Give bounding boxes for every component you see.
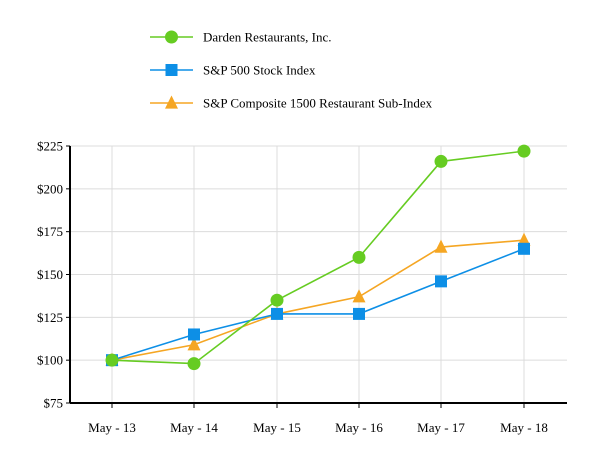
legend-label: S&P 500 Stock Index [203,63,316,78]
series-0 [105,144,531,371]
legend-marker [165,64,178,76]
y-tick-label: $225 [37,139,63,154]
data-point [105,353,119,367]
x-tick-label: May - 14 [170,420,218,435]
series-line [111,239,525,361]
axes: $75 $100 $125 $150 $175 $200 $225 May - 13 May -… [37,139,567,435]
data-point [434,239,448,253]
y-tick-label: $100 [37,353,63,368]
data-point [187,357,201,371]
data-point [435,275,447,288]
x-tick-label: May - 13 [88,420,136,435]
y-tick-label: $200 [37,181,63,196]
legend: Darden Restaurants, Inc. S&P 500 Stock In… [150,30,433,111]
data-point [352,250,366,264]
data-point [187,337,201,351]
y-tick-label: $125 [37,310,63,325]
y-tick-label: $175 [37,224,63,239]
x-tick-label: May - 15 [253,420,301,435]
data-point [188,328,200,341]
x-tick-label: May - 16 [335,420,383,435]
series-layer [105,144,531,371]
data-point [517,232,531,246]
legend-marker [165,95,178,109]
series-1 [106,242,530,367]
series-2 [105,232,531,366]
data-point [270,293,284,307]
y-tick-label: $150 [37,267,63,282]
y-tick-label: $75 [44,396,64,411]
series-line [111,150,525,365]
data-point [518,242,530,255]
legend-label: S&P Composite 1500 Restaurant Sub-Index [203,96,433,111]
data-point [517,144,531,158]
data-point [434,154,448,168]
legend-marker [165,30,178,44]
legend-item: S&P 500 Stock Index [150,63,316,78]
legend-item: S&P Composite 1500 Restaurant Sub-Index [150,96,433,111]
legend-item: Darden Restaurants, Inc. [150,30,332,45]
x-tick-label: May - 17 [417,420,465,435]
data-point [271,307,283,320]
data-point [353,307,365,320]
data-point [352,289,366,303]
legend-label: Darden Restaurants, Inc. [203,30,332,45]
x-tick-label: May - 18 [500,420,548,435]
gridlines [70,145,567,403]
series-line [111,248,525,361]
